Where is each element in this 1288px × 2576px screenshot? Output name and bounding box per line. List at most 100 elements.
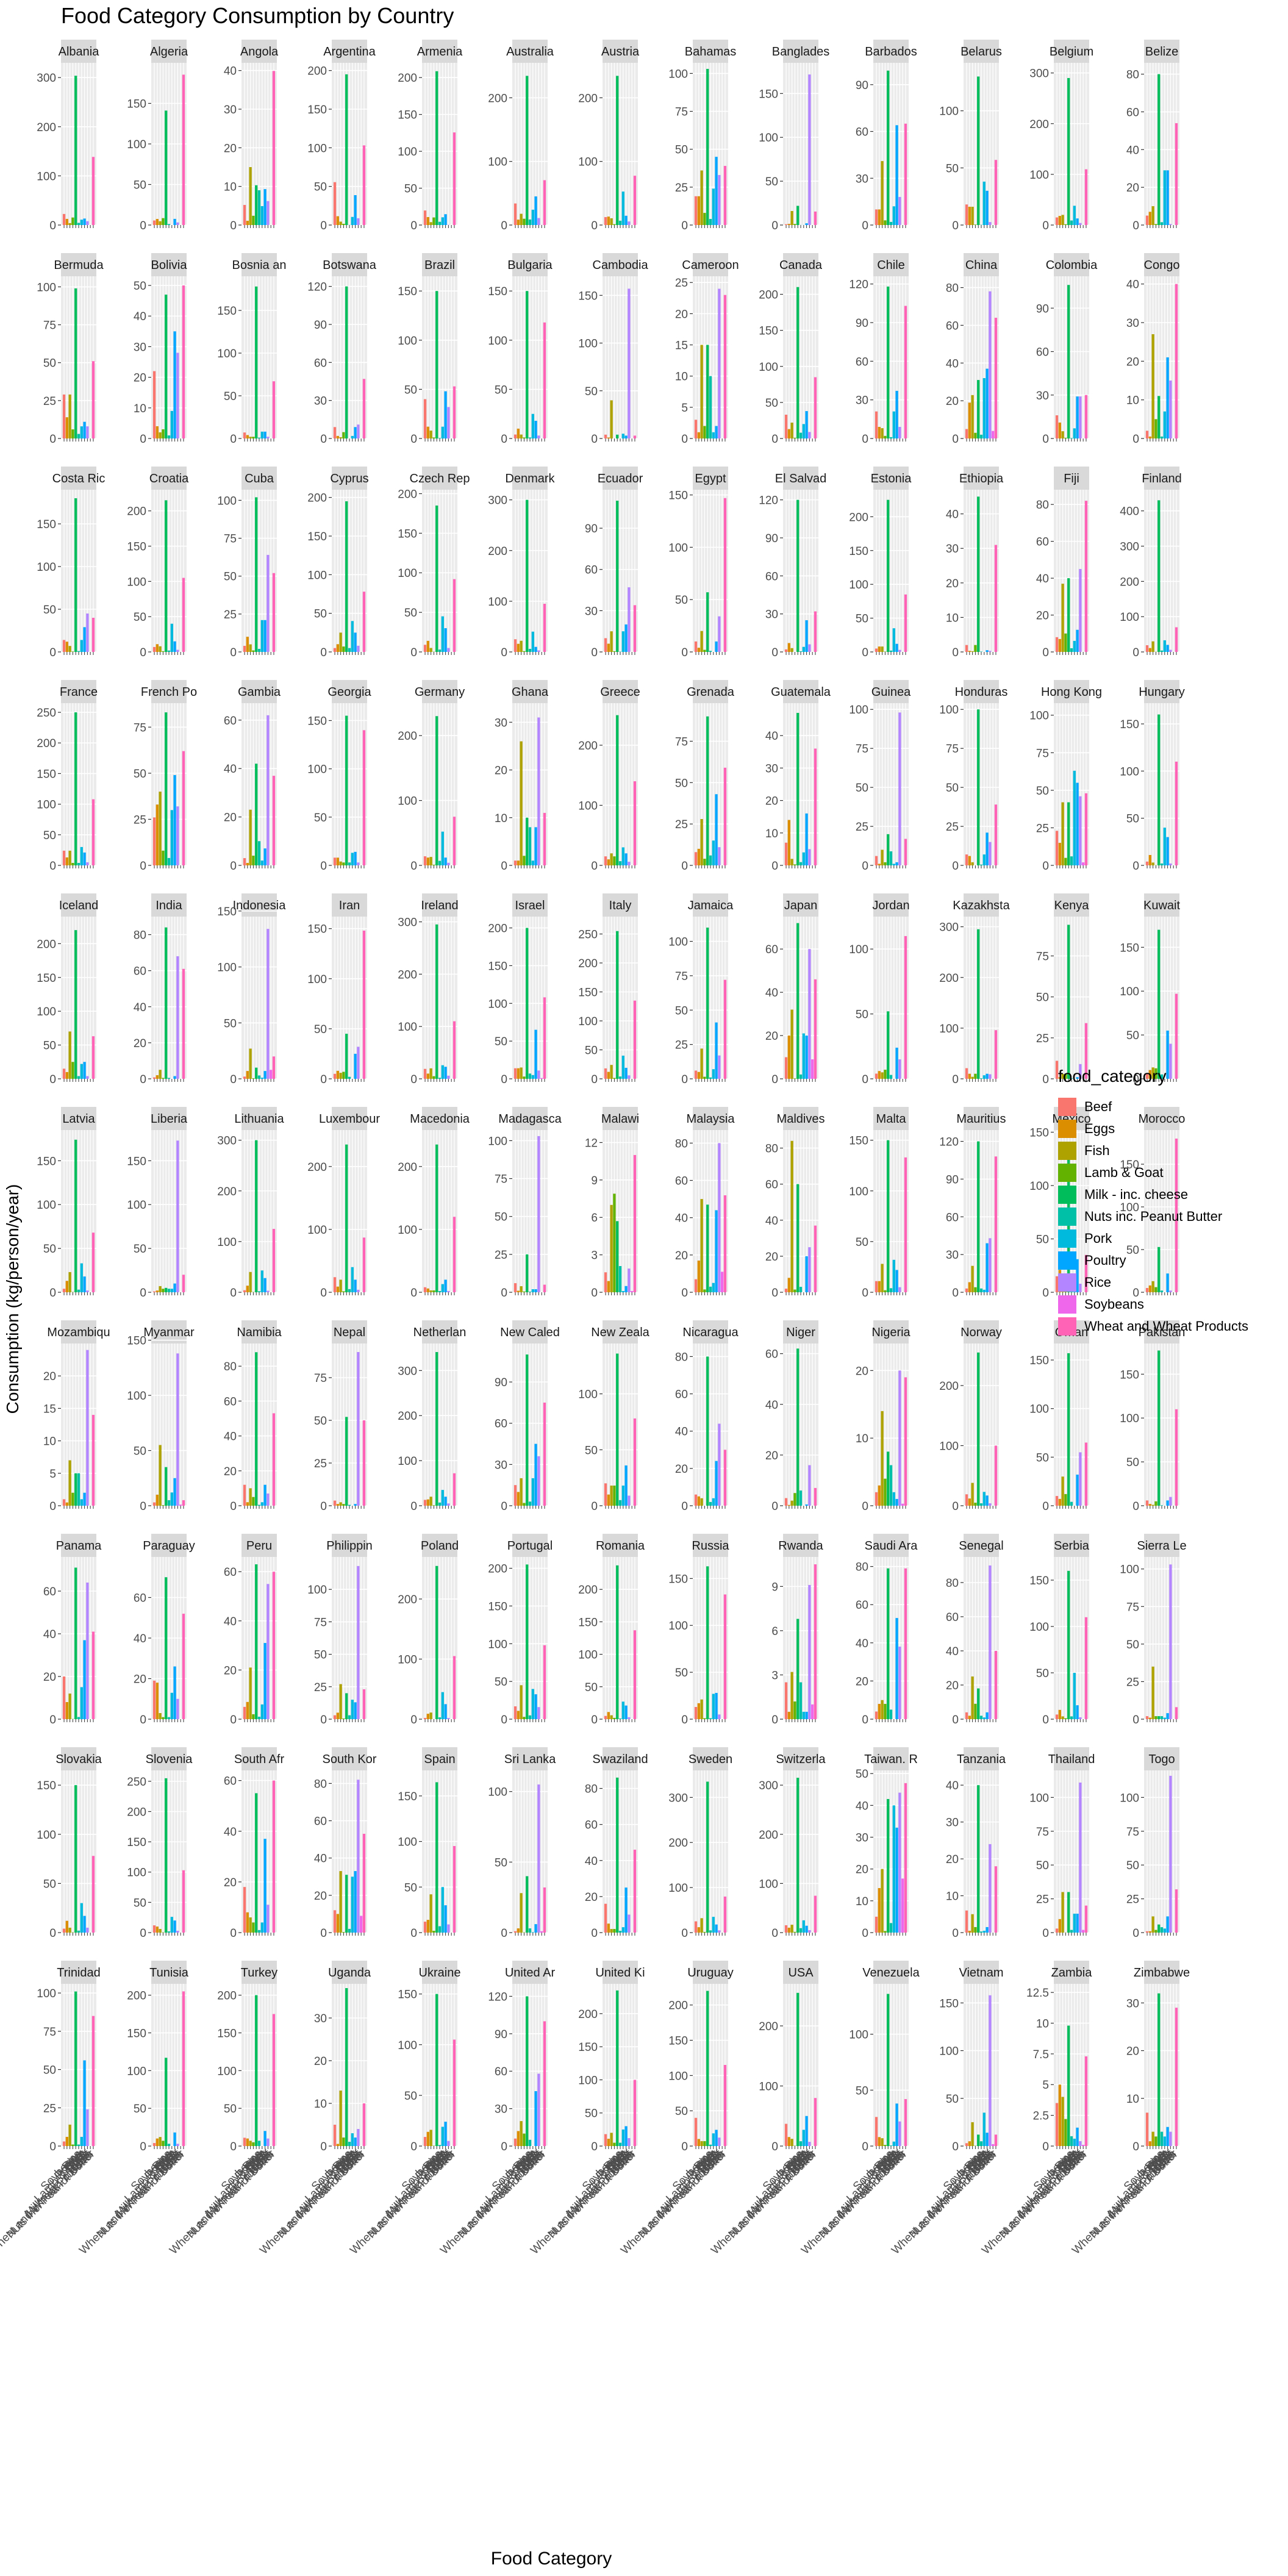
bar	[607, 1072, 610, 1079]
facet-strip-label: Romania	[596, 1539, 645, 1553]
y-tick-label: 75	[495, 1173, 507, 1186]
y-tick-label: 3	[771, 1669, 778, 1682]
bar	[77, 651, 80, 652]
bar	[531, 1689, 534, 1719]
bar	[342, 223, 345, 225]
y-tick-label: 50	[43, 829, 56, 842]
bar	[426, 1714, 429, 1719]
bar	[694, 1707, 698, 1719]
y-tick-label: 150	[37, 518, 56, 531]
bar	[712, 1069, 715, 1079]
bar	[83, 1640, 86, 1719]
y-tick-label: 80	[675, 1137, 688, 1150]
y-tick-label: 0	[410, 1500, 417, 1513]
bar	[986, 1073, 989, 1079]
bar	[610, 1204, 613, 1292]
bar	[971, 1483, 974, 1506]
bar	[616, 434, 619, 438]
facet-strip-label: Kazakhsta	[953, 899, 1010, 912]
bar	[610, 853, 613, 865]
bar	[604, 856, 607, 865]
y-tick-label: 60	[856, 356, 868, 368]
bar	[68, 1460, 71, 1506]
bar	[697, 1703, 700, 1719]
bar	[878, 1703, 881, 1719]
bar	[537, 1707, 540, 1719]
bar	[68, 646, 71, 652]
y-tick-label: 0	[49, 1287, 56, 1300]
bar	[1055, 637, 1059, 652]
y-tick-label: 0	[681, 433, 688, 446]
bar	[787, 820, 790, 865]
bar	[167, 857, 171, 865]
bar	[994, 1156, 998, 1292]
facet-strip-label: Pakistan	[1139, 1326, 1186, 1339]
bar	[152, 646, 156, 652]
y-tick-label: 150	[668, 1573, 688, 1586]
facet-strip-label: Ethiopia	[959, 472, 1004, 485]
facet-strip	[242, 680, 277, 703]
y-tick-label: 100	[1120, 1412, 1139, 1425]
facet-strip-label: Austria	[601, 45, 640, 59]
bar	[1166, 1500, 1169, 1506]
y-tick-label: 120	[307, 281, 327, 294]
y-tick-label: 0	[410, 1073, 417, 1086]
bar	[71, 1492, 74, 1506]
y-tick-label: 100	[488, 335, 507, 348]
y-tick-label: 40	[765, 730, 778, 743]
bar	[453, 579, 456, 652]
bar	[1064, 633, 1067, 652]
bar	[534, 1029, 537, 1079]
bar	[432, 1505, 435, 1506]
y-tick-label: 40	[43, 1628, 56, 1641]
y-tick-label: 0	[320, 1073, 327, 1086]
bar	[438, 1502, 442, 1506]
facet-strip	[603, 893, 638, 917]
bar	[1151, 641, 1154, 652]
bar	[709, 376, 712, 438]
bar	[715, 157, 718, 225]
y-tick-label: 100	[759, 361, 778, 374]
bar	[429, 222, 432, 225]
y-tick-label: 100	[849, 579, 868, 592]
bar	[808, 1247, 811, 1292]
y-tick-label: 0	[681, 860, 688, 873]
bar	[80, 1263, 83, 1292]
bar	[71, 217, 74, 225]
bar	[1154, 1068, 1157, 1079]
bar	[892, 864, 895, 865]
bar	[162, 1505, 165, 1506]
bar	[618, 1266, 622, 1292]
facet-strip	[964, 893, 999, 917]
bar	[814, 1487, 817, 1506]
bar	[895, 1618, 898, 1719]
bar	[263, 848, 267, 865]
bar	[971, 1076, 974, 1079]
bar	[628, 1075, 631, 1079]
y-tick-label: 200	[939, 1380, 959, 1393]
bar	[712, 188, 715, 225]
bar	[423, 856, 427, 865]
bar	[528, 649, 532, 652]
y-tick-label: 0	[681, 1714, 688, 1726]
bar	[787, 224, 790, 225]
y-tick-label: 100	[1120, 765, 1139, 778]
bar	[65, 218, 68, 225]
y-tick-label: 150	[759, 325, 778, 338]
facet-strip-label: Cambodia	[592, 259, 648, 272]
bar	[808, 849, 811, 865]
bar	[1076, 218, 1079, 225]
bar	[633, 1418, 637, 1506]
facet-strip-label: Finland	[1142, 472, 1182, 485]
bar	[173, 218, 176, 225]
y-tick-label: 10	[134, 402, 146, 415]
bar	[700, 819, 703, 865]
bar	[351, 1700, 354, 1719]
bar	[333, 1715, 337, 1719]
facet-strip	[151, 253, 187, 276]
facet-strip	[873, 1107, 909, 1130]
